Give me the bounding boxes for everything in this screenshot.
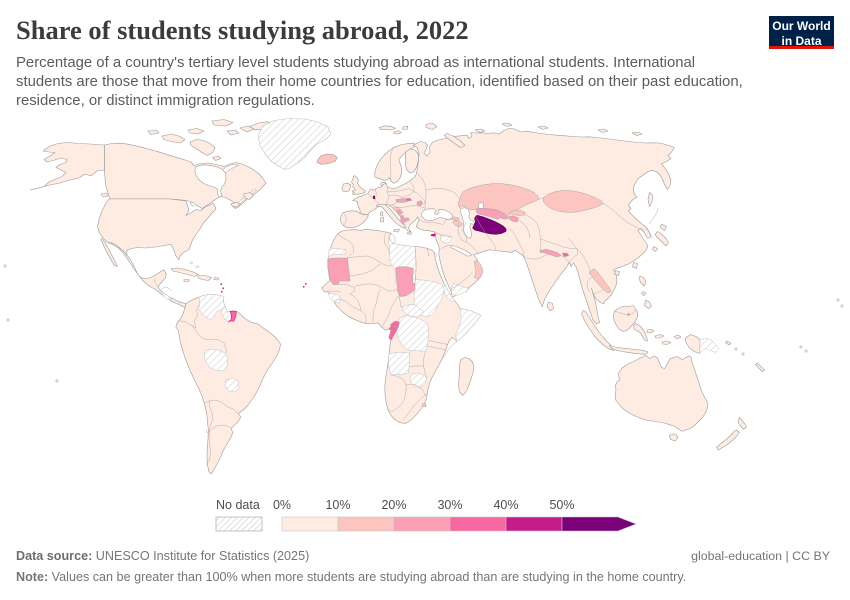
svg-text:50%: 50%: [549, 498, 574, 512]
svg-text:30%: 30%: [437, 498, 462, 512]
svg-text:40%: 40%: [493, 498, 518, 512]
svg-text:20%: 20%: [381, 498, 406, 512]
svg-text:No data: No data: [216, 498, 260, 512]
svg-text:0%: 0%: [273, 498, 291, 512]
svg-text:10%: 10%: [325, 498, 350, 512]
